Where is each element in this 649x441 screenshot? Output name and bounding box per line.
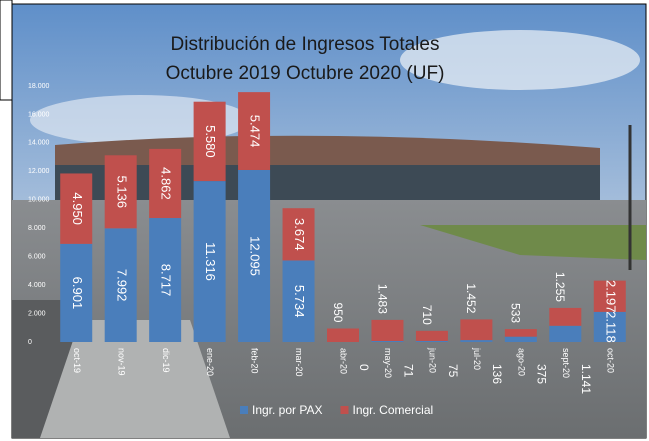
x-tick-label: oct-20 [605,348,615,373]
data-label: 0 [357,364,371,371]
chart-title: Distribución de Ingresos Totales [171,34,440,55]
x-tick-label: oct-19 [72,348,82,373]
data-label: 75 [446,364,460,378]
data-label: 710 [420,305,434,325]
y-tick-label: 2.000 [28,310,46,317]
y-tick-label: 14.000 [28,140,50,147]
data-label: 1.452 [464,283,478,313]
data-label: 6.901 [70,277,85,310]
bar-segment [327,328,359,342]
x-tick-label: nov-19 [116,348,126,376]
data-label: 5.580 [203,125,218,158]
data-label: 375 [535,364,549,384]
data-label: 12.095 [248,236,263,276]
bar-segment [460,340,492,342]
chart: Distribución de Ingresos Totales Octubre… [0,0,649,441]
data-label: 1.483 [375,284,389,314]
y-tick-label: 10.000 [28,197,50,204]
bar-segment [371,320,403,341]
data-label: 7.992 [114,269,129,302]
legend-label: Ingr. por PAX [252,403,322,417]
bar-segment [505,329,537,337]
x-tick-label: ene-20 [205,348,215,376]
data-label: 136 [490,364,504,384]
bar-segment [416,341,448,342]
bar-segment [416,331,448,341]
data-label: 950 [331,302,345,322]
legend-label: Ingr. Comercial [352,403,433,417]
x-tick-label: feb-20 [250,348,260,374]
data-label: 8.717 [159,264,174,297]
y-tick-label: 8.000 [28,225,46,232]
x-tick-label: mar-20 [294,348,304,377]
data-label: 4.950 [70,192,85,225]
data-label: 2.118 [603,311,618,343]
legend-swatch [340,406,348,414]
data-label: 3.674 [292,218,307,251]
data-label: 5.474 [248,115,263,148]
y-tick-label: 6.000 [28,254,46,261]
data-label: 5.136 [114,176,129,209]
chart-subtitle: Octubre 2019 Octubre 2020 (UF) [166,63,445,84]
x-tick-label: may-20 [383,348,393,378]
bar-segment [371,341,403,342]
data-label: 4.862 [159,167,174,200]
data-label: 1.255 [553,272,567,302]
data-label: 71 [401,364,415,378]
legend-swatch [240,406,248,414]
x-tick-label: sept-20 [561,348,571,378]
y-tick-label: 12.000 [28,168,50,175]
data-label: 5.734 [292,285,307,318]
x-tick-label: jun-20 [428,347,438,373]
y-tick-label: 16.000 [28,111,50,118]
data-label: 11.316 [203,242,218,281]
bar-segment [549,308,581,326]
x-tick-label: ago-20 [516,348,526,376]
data-label: 533 [509,303,523,323]
data-label: 1.141 [579,364,593,394]
bar-segment [505,337,537,342]
y-tick-label: 18.000 [28,83,50,90]
bar-segment [460,319,492,340]
data-label: 2.197 [603,280,618,313]
x-tick-label: dic-19 [161,348,171,373]
y-tick-label: 0 [28,339,32,346]
x-tick-label: abr-20 [339,348,349,374]
x-tick-label: jul-20 [472,347,482,370]
y-tick-label: 4.000 [28,282,46,289]
bar-segment [549,326,581,342]
